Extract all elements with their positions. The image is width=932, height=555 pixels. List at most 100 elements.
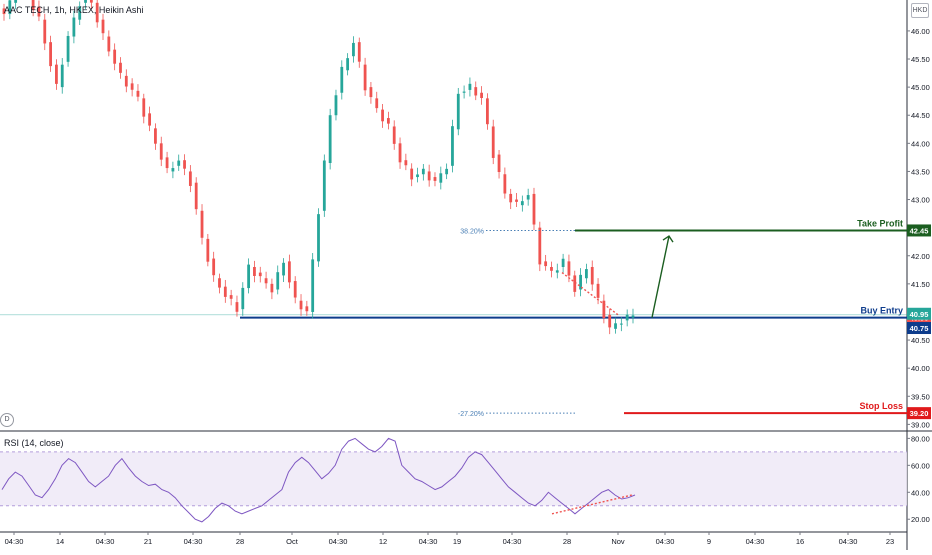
candle-body	[398, 143, 402, 163]
candle-body	[270, 283, 274, 293]
currency-badge[interactable]: HKD	[911, 3, 929, 18]
candle-body	[154, 128, 157, 144]
time-tick-label: 28	[236, 537, 244, 546]
candle-body	[561, 258, 565, 267]
candle-body	[491, 126, 495, 158]
candle-body	[37, 6, 41, 17]
candle-body	[404, 160, 408, 166]
candle-body	[596, 283, 600, 298]
candle-body	[84, 0, 87, 3]
candle-body	[590, 266, 594, 285]
rsi-tick-label: 60.00	[911, 461, 930, 470]
candle-body	[159, 143, 163, 160]
price-tick-label: 40.50	[911, 336, 930, 345]
rsi-tick-label: 80.00	[911, 434, 930, 443]
candle-body	[340, 66, 344, 93]
candle-body	[451, 126, 454, 166]
rsi-band	[0, 451, 907, 506]
candle-body	[212, 258, 216, 276]
price-tick-label: 46.00	[911, 27, 930, 36]
candle-body	[567, 261, 571, 276]
candle-body	[375, 98, 379, 109]
candle-body	[631, 315, 635, 318]
candle-body	[60, 64, 64, 88]
candle-body	[427, 171, 431, 181]
price-tick-label: 45.50	[911, 55, 930, 64]
time-tick-label: 04:30	[503, 537, 522, 546]
candle-body	[322, 160, 326, 211]
d-badge[interactable]: D	[0, 413, 14, 427]
candle-body	[386, 118, 390, 124]
candle-body	[381, 109, 384, 122]
fib-382-label: 38.20%	[460, 228, 484, 235]
time-tick-label: 04:30	[656, 537, 675, 546]
candle-body	[462, 91, 466, 93]
fib-272-label: -27.20%	[458, 411, 484, 418]
price-tick-label: 42.00	[911, 252, 930, 261]
target-arrow-head	[662, 235, 674, 243]
candle-body	[538, 227, 542, 265]
time-tick-label: 16	[796, 537, 804, 546]
candle-body	[188, 171, 192, 186]
price-tick-label: 41.50	[911, 280, 930, 289]
time-tick-label: 04:30	[184, 537, 203, 546]
candle-body	[241, 287, 245, 310]
candle-body	[101, 19, 105, 34]
candle-body	[235, 302, 239, 312]
candle-body	[31, 0, 35, 10]
candle-body	[229, 295, 233, 299]
candle-body	[218, 278, 221, 288]
candle-body	[416, 174, 419, 178]
candle-body	[258, 272, 262, 277]
rsi-tick-label: 20.00	[911, 515, 930, 524]
stop-loss-label: Stop Loss	[859, 401, 903, 411]
candle-body	[503, 174, 507, 194]
take-profit-label: Take Profit	[857, 218, 903, 228]
candle-body	[480, 92, 483, 99]
candle-body	[8, 0, 12, 15]
candle-body	[550, 266, 553, 271]
candle-body	[544, 261, 548, 267]
candle-body	[264, 278, 268, 284]
candle-body	[305, 306, 309, 312]
chart-title: AAC TECH, 1h, HKEX, Heikin Ashi	[4, 5, 144, 15]
take-profit-badge-label: 42.45	[910, 226, 929, 235]
price-tick-label: 44.00	[911, 139, 930, 148]
candle-body	[43, 19, 47, 44]
buy-entry-label: Buy Entry	[860, 306, 903, 316]
time-tick-label: 9	[707, 537, 711, 546]
candle-body	[346, 58, 350, 71]
time-tick-label: 28	[563, 537, 571, 546]
time-tick-label: Oct	[286, 537, 299, 546]
candle-body	[509, 193, 513, 203]
candle-body	[95, 2, 99, 23]
candle-body	[276, 272, 280, 290]
candle-body	[614, 323, 617, 329]
time-tick-label: 04:30	[329, 537, 348, 546]
candle-body	[171, 168, 175, 172]
candle-body	[206, 238, 210, 262]
price-tick-label: 40.00	[911, 364, 930, 373]
candle-body	[334, 95, 338, 116]
candle-body	[439, 173, 443, 183]
candle-body	[468, 83, 472, 90]
candle-body	[107, 36, 111, 52]
rsi-trend-line	[551, 494, 633, 515]
candle-body	[247, 264, 251, 289]
rsi-tick-label: 40.00	[911, 488, 930, 497]
candle-body	[113, 49, 117, 64]
price-tick-label: 44.50	[911, 111, 930, 120]
candle-body	[485, 98, 489, 125]
candle-body	[619, 323, 623, 325]
candle-body	[433, 177, 437, 181]
candle-body	[445, 168, 449, 175]
candle-body	[585, 269, 588, 279]
last-price-badge-label: 40.95	[910, 310, 929, 319]
candle-body	[66, 35, 70, 62]
candle-body	[2, 8, 6, 15]
candle-body	[456, 93, 460, 130]
price-tick-label: 39.50	[911, 392, 930, 401]
time-tick-label: 04:30	[5, 537, 24, 546]
